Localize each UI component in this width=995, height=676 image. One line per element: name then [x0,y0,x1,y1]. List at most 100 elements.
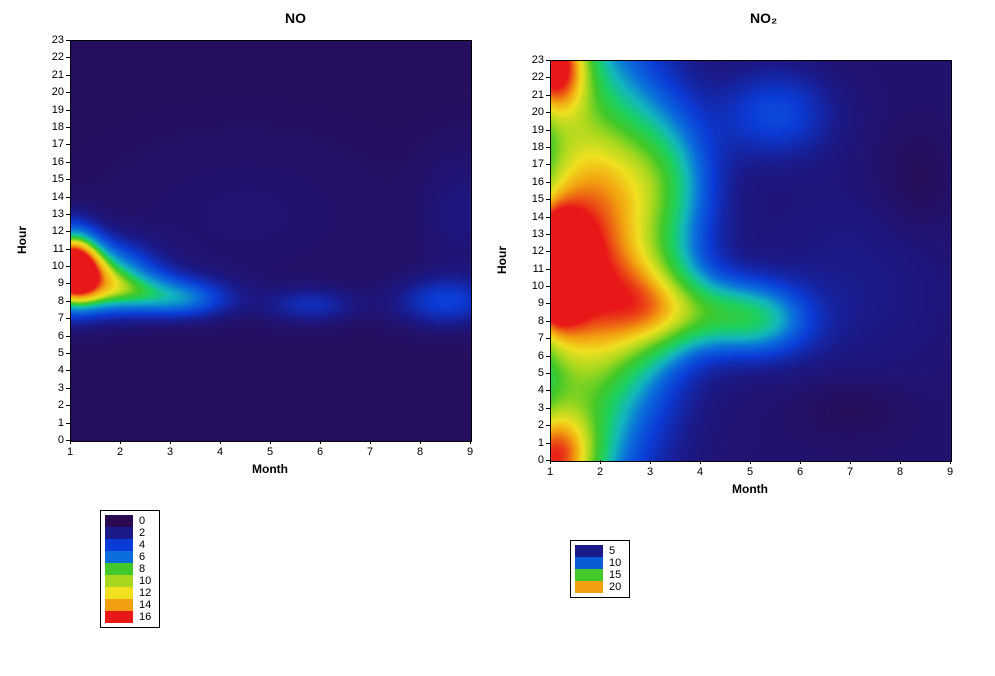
no2-xtick: 9 [947,466,953,478]
no2-xtick: 8 [897,466,903,478]
legend-swatch [105,515,133,527]
legend-label: 12 [133,587,151,599]
no-ytick: 13 [52,208,64,220]
legend-label: 16 [133,611,151,623]
no-ytick: 15 [52,173,64,185]
no2-ytick: 13 [532,228,544,240]
legend-label: 10 [133,575,151,587]
no-xtick: 2 [117,446,123,458]
no-ytick: 23 [52,34,64,46]
no2-heatmap-canvas [551,61,951,461]
legend-entry: 20 [575,581,621,593]
legend-label: 10 [603,557,621,569]
no2-ytick: 3 [538,402,544,414]
no-ytick: 19 [52,104,64,116]
no2-xtick: 6 [797,466,803,478]
no-xtick: 3 [167,446,173,458]
no2-ytick: 17 [532,158,544,170]
legend-entry: 2 [105,527,151,539]
legend-entry: 4 [105,539,151,551]
legend-swatch [105,563,133,575]
no2-xtick: 3 [647,466,653,478]
legend-entry: 6 [105,551,151,563]
legend-label: 15 [603,569,621,581]
no-ytick: 16 [52,156,64,168]
no-ytick: 1 [58,417,64,429]
legend-swatch [575,545,603,557]
no-xtick: 4 [217,446,223,458]
no2-ytick: 16 [532,176,544,188]
no2-ytick: 1 [538,437,544,449]
no2-ytick: 0 [538,454,544,466]
no-ytick: 18 [52,121,64,133]
legend-entry: 15 [575,569,621,581]
no2-ytick: 14 [532,211,544,223]
legend-swatch [105,575,133,587]
no-ytick: 6 [58,330,64,342]
legend-label: 5 [603,545,615,557]
legend-label: 4 [133,539,145,551]
no2-ytick: 5 [538,367,544,379]
legend-swatch [575,581,603,593]
legend-label: 8 [133,563,145,575]
no-ytick: 4 [58,364,64,376]
no-ytick: 20 [52,86,64,98]
no-ytick: 21 [52,69,64,81]
legend-entry: 14 [105,599,151,611]
no2-xtick: 5 [747,466,753,478]
legend-entry: 5 [575,545,621,557]
legend-swatch [105,527,133,539]
legend-swatch [105,587,133,599]
no-ytick: 9 [58,277,64,289]
legend-entry: 0 [105,515,151,527]
no-xtick: 5 [267,446,273,458]
no-ytick: 14 [52,191,64,203]
no-ytick: 5 [58,347,64,359]
no2-xtick: 1 [547,466,553,478]
no2-ytick: 8 [538,315,544,327]
legend-swatch [575,557,603,569]
no2-ytick: 11 [533,263,544,275]
no2-ytick: 20 [532,106,544,118]
no2-ytick: 23 [532,54,544,66]
legend-label: 20 [603,581,621,593]
no-xtick: 8 [417,446,423,458]
no2-ytick: 18 [532,141,544,153]
no-ylabel: Hour [15,226,29,254]
no2-xtick: 7 [847,466,853,478]
no-xtick: 7 [367,446,373,458]
legend-swatch [105,539,133,551]
no2-ytick: 12 [532,245,544,257]
legend-label: 2 [133,527,145,539]
no-ytick: 8 [58,295,64,307]
no-ytick: 0 [58,434,64,446]
no2-ytick: 15 [532,193,544,205]
legend-entry: 10 [575,557,621,569]
no2-ytick: 22 [532,71,544,83]
no-ytick: 2 [58,399,64,411]
no-xtick: 6 [317,446,323,458]
no2-heatmap [550,60,952,462]
no2-ytick: 4 [538,384,544,396]
legend-entry: 12 [105,587,151,599]
no-ytick: 12 [52,225,64,237]
no2-ylabel: Hour [495,246,509,274]
no-ytick: 11 [53,243,64,255]
legend-label: 6 [133,551,145,563]
legend-label: 0 [133,515,145,527]
no2-ytick: 19 [532,124,544,136]
legend-swatch [105,551,133,563]
no-title: NO [285,10,306,26]
no-ytick: 17 [52,138,64,150]
no-legend: 0246810121416 [100,510,160,628]
no2-ytick: 6 [538,350,544,362]
no2-ytick: 21 [532,89,544,101]
legend-swatch [105,611,133,623]
no-xtick: 1 [67,446,73,458]
legend-swatch [105,599,133,611]
no-ytick: 22 [52,51,64,63]
no-heatmap-canvas [71,41,471,441]
no2-title: NO₂ [750,10,777,26]
legend-label: 14 [133,599,151,611]
no2-ytick: 9 [538,297,544,309]
